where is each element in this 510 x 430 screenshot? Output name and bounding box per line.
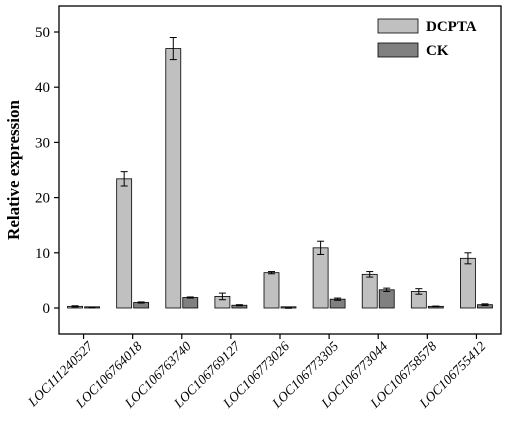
y-tick-label: 50 bbox=[35, 25, 50, 41]
x-axis: LOC111240527LOC106764018LOC106763740LOC1… bbox=[24, 334, 489, 411]
bar-dcpta-loc106763740 bbox=[165, 48, 182, 309]
y-tick-label: 0 bbox=[43, 301, 51, 317]
y-tick-label: 20 bbox=[35, 191, 50, 207]
bar-dcpta-loc106773044 bbox=[361, 273, 378, 309]
bar-dcpta-loc106755412 bbox=[460, 257, 476, 309]
bar-ck-loc106763740 bbox=[182, 297, 199, 309]
legend-label: CK bbox=[426, 43, 449, 59]
bar-ck-loc106773044 bbox=[378, 289, 395, 309]
bar-dcpta-loc106764018 bbox=[116, 178, 133, 309]
legend-label: DCPTA bbox=[426, 19, 477, 35]
bars-group bbox=[67, 37, 493, 309]
y-tick-label: 40 bbox=[35, 80, 50, 96]
legend-swatch bbox=[377, 42, 419, 58]
bar-dcpta-loc106773026 bbox=[263, 272, 280, 309]
legend: DCPTA CK bbox=[377, 18, 477, 59]
y-axis-title: Relative expression bbox=[4, 99, 23, 239]
y-axis: 0 10 20 30 40 50 bbox=[35, 25, 59, 317]
y-tick-label: 30 bbox=[35, 135, 50, 151]
y-tick-label: 10 bbox=[35, 246, 50, 262]
legend-swatch bbox=[377, 18, 419, 34]
bar-dcpta-loc106773305 bbox=[312, 247, 329, 309]
